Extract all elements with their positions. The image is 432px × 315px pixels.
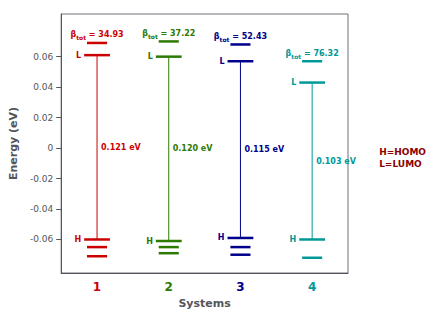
svg-text:L: L	[148, 52, 153, 61]
svg-text:β: β	[70, 30, 77, 40]
svg-text:0.103 eV: 0.103 eV	[316, 157, 357, 166]
svg-text:Energy (eV): Energy (eV)	[7, 107, 20, 180]
svg-text:0.115 eV: 0.115 eV	[244, 145, 285, 154]
svg-text:tot: tot	[148, 33, 158, 40]
svg-text:β: β	[285, 48, 292, 58]
svg-text:L: L	[291, 78, 296, 87]
svg-text:tot: tot	[220, 36, 230, 43]
svg-text:= 37.22: = 37.22	[158, 29, 196, 38]
svg-text:0.120 eV: 0.120 eV	[173, 144, 214, 153]
svg-text:-0.04: -0.04	[30, 204, 54, 214]
svg-text:= 34.93: = 34.93	[86, 30, 124, 39]
svg-text:0.121 eV: 0.121 eV	[101, 143, 142, 152]
svg-text:tot: tot	[76, 34, 86, 41]
svg-text:0: 0	[47, 143, 53, 153]
svg-text:β: β	[142, 28, 148, 38]
svg-text:-0.02: -0.02	[30, 174, 53, 184]
svg-text:3: 3	[236, 280, 244, 294]
svg-text:H=HOMO: H=HOMO	[379, 147, 426, 157]
svg-text:1: 1	[93, 280, 101, 294]
svg-text:L: L	[219, 57, 224, 66]
svg-text:H: H	[218, 233, 225, 242]
svg-text:2: 2	[165, 280, 173, 294]
svg-text:= 52.43: = 52.43	[229, 32, 267, 41]
svg-text:L=LUMO: L=LUMO	[379, 159, 422, 169]
svg-text:4: 4	[308, 280, 316, 294]
svg-text:H: H	[146, 237, 153, 246]
svg-text:-0.06: -0.06	[30, 234, 54, 244]
svg-text:0.06: 0.06	[33, 52, 53, 62]
svg-text:0.02: 0.02	[33, 113, 53, 123]
svg-text:0.04: 0.04	[33, 82, 53, 92]
svg-text:tot: tot	[291, 53, 301, 60]
svg-text:L: L	[76, 51, 81, 60]
svg-text:β: β	[213, 32, 220, 41]
svg-text:H: H	[290, 235, 297, 244]
svg-text:= 76.32: = 76.32	[301, 49, 339, 58]
svg-text:H: H	[74, 235, 81, 244]
svg-text:Systems: Systems	[178, 297, 231, 310]
